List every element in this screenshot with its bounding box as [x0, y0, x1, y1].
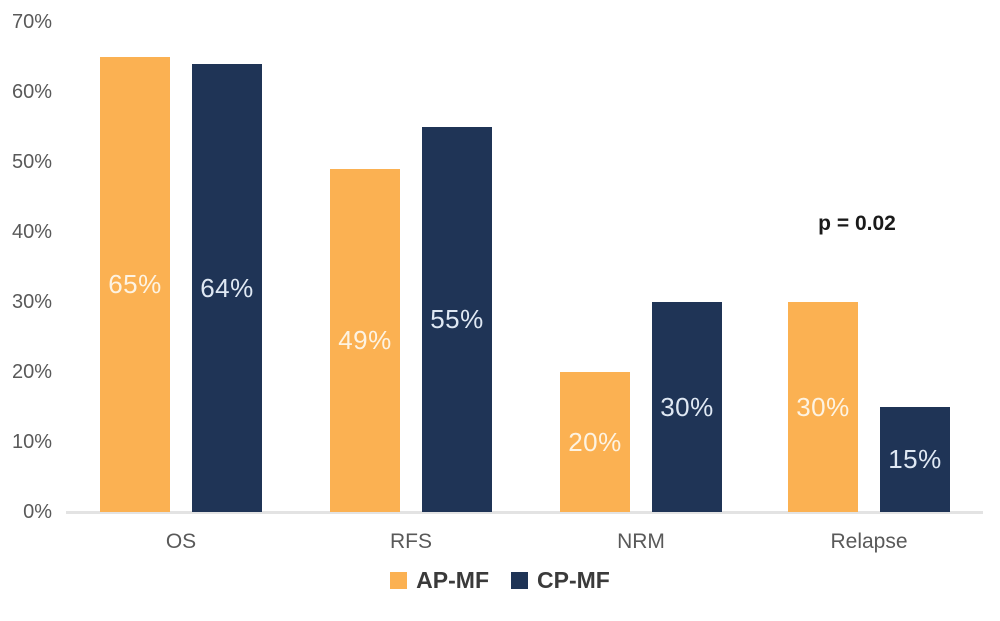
- legend-entry-cp-mf: CP-MF: [511, 567, 610, 594]
- x-axis-label-nrm: NRM: [617, 530, 665, 553]
- legend-swatch-cp-mf: [511, 572, 528, 589]
- y-tick-label-20: 20%: [11, 361, 52, 383]
- legend-swatch-ap-mf: [390, 572, 408, 589]
- bar-cp-mf-os: 64%: [192, 64, 262, 512]
- bar-value-label: 20%: [568, 426, 622, 457]
- bar-cp-mf-nrm: 30%: [652, 302, 722, 512]
- bar-value-label: 30%: [660, 391, 714, 422]
- y-tick-label-70: 70%: [11, 11, 52, 33]
- legend-label-cp-mf: CP-MF: [537, 567, 610, 593]
- y-tick-label-0: 0%: [23, 501, 52, 523]
- bar-value-label: 55%: [430, 304, 484, 334]
- y-tick-label-30: 30%: [11, 291, 52, 313]
- bar-value-label: 49%: [338, 325, 392, 355]
- bar-value-label: 64%: [200, 272, 254, 303]
- y-tick-label-50: 50%: [11, 151, 52, 173]
- y-tick-label-10: 10%: [11, 431, 52, 453]
- legend: AP-MF CP-MF: [0, 567, 1000, 594]
- y-tick-label-60: 60%: [11, 81, 52, 103]
- bar-ap-mf-relapse: 30%: [788, 302, 858, 512]
- p-value-annotation: p = 0.02: [818, 212, 896, 235]
- bar-ap-mf-rfs: 49%: [330, 169, 400, 512]
- x-axis-label-rfs: RFS: [390, 530, 432, 553]
- bar-cp-mf-relapse: 15%: [880, 407, 950, 512]
- bar-value-label: 30%: [796, 391, 850, 422]
- bar-ap-mf-os: 65%: [100, 57, 170, 512]
- legend-label-ap-mf: AP-MF: [416, 567, 489, 593]
- x-axis-label-os: OS: [165, 530, 197, 553]
- x-axis-line: [66, 511, 983, 514]
- y-tick-label-40: 40%: [11, 221, 52, 243]
- bar-ap-mf-nrm: 20%: [560, 372, 630, 512]
- x-axis-label-relapse: Relapse: [830, 530, 908, 553]
- bar-cp-mf-rfs: 55%: [422, 127, 492, 512]
- bar-value-label: 65%: [108, 269, 162, 299]
- bar-value-label: 15%: [888, 444, 942, 474]
- legend-entry-ap-mf: AP-MF: [390, 567, 489, 594]
